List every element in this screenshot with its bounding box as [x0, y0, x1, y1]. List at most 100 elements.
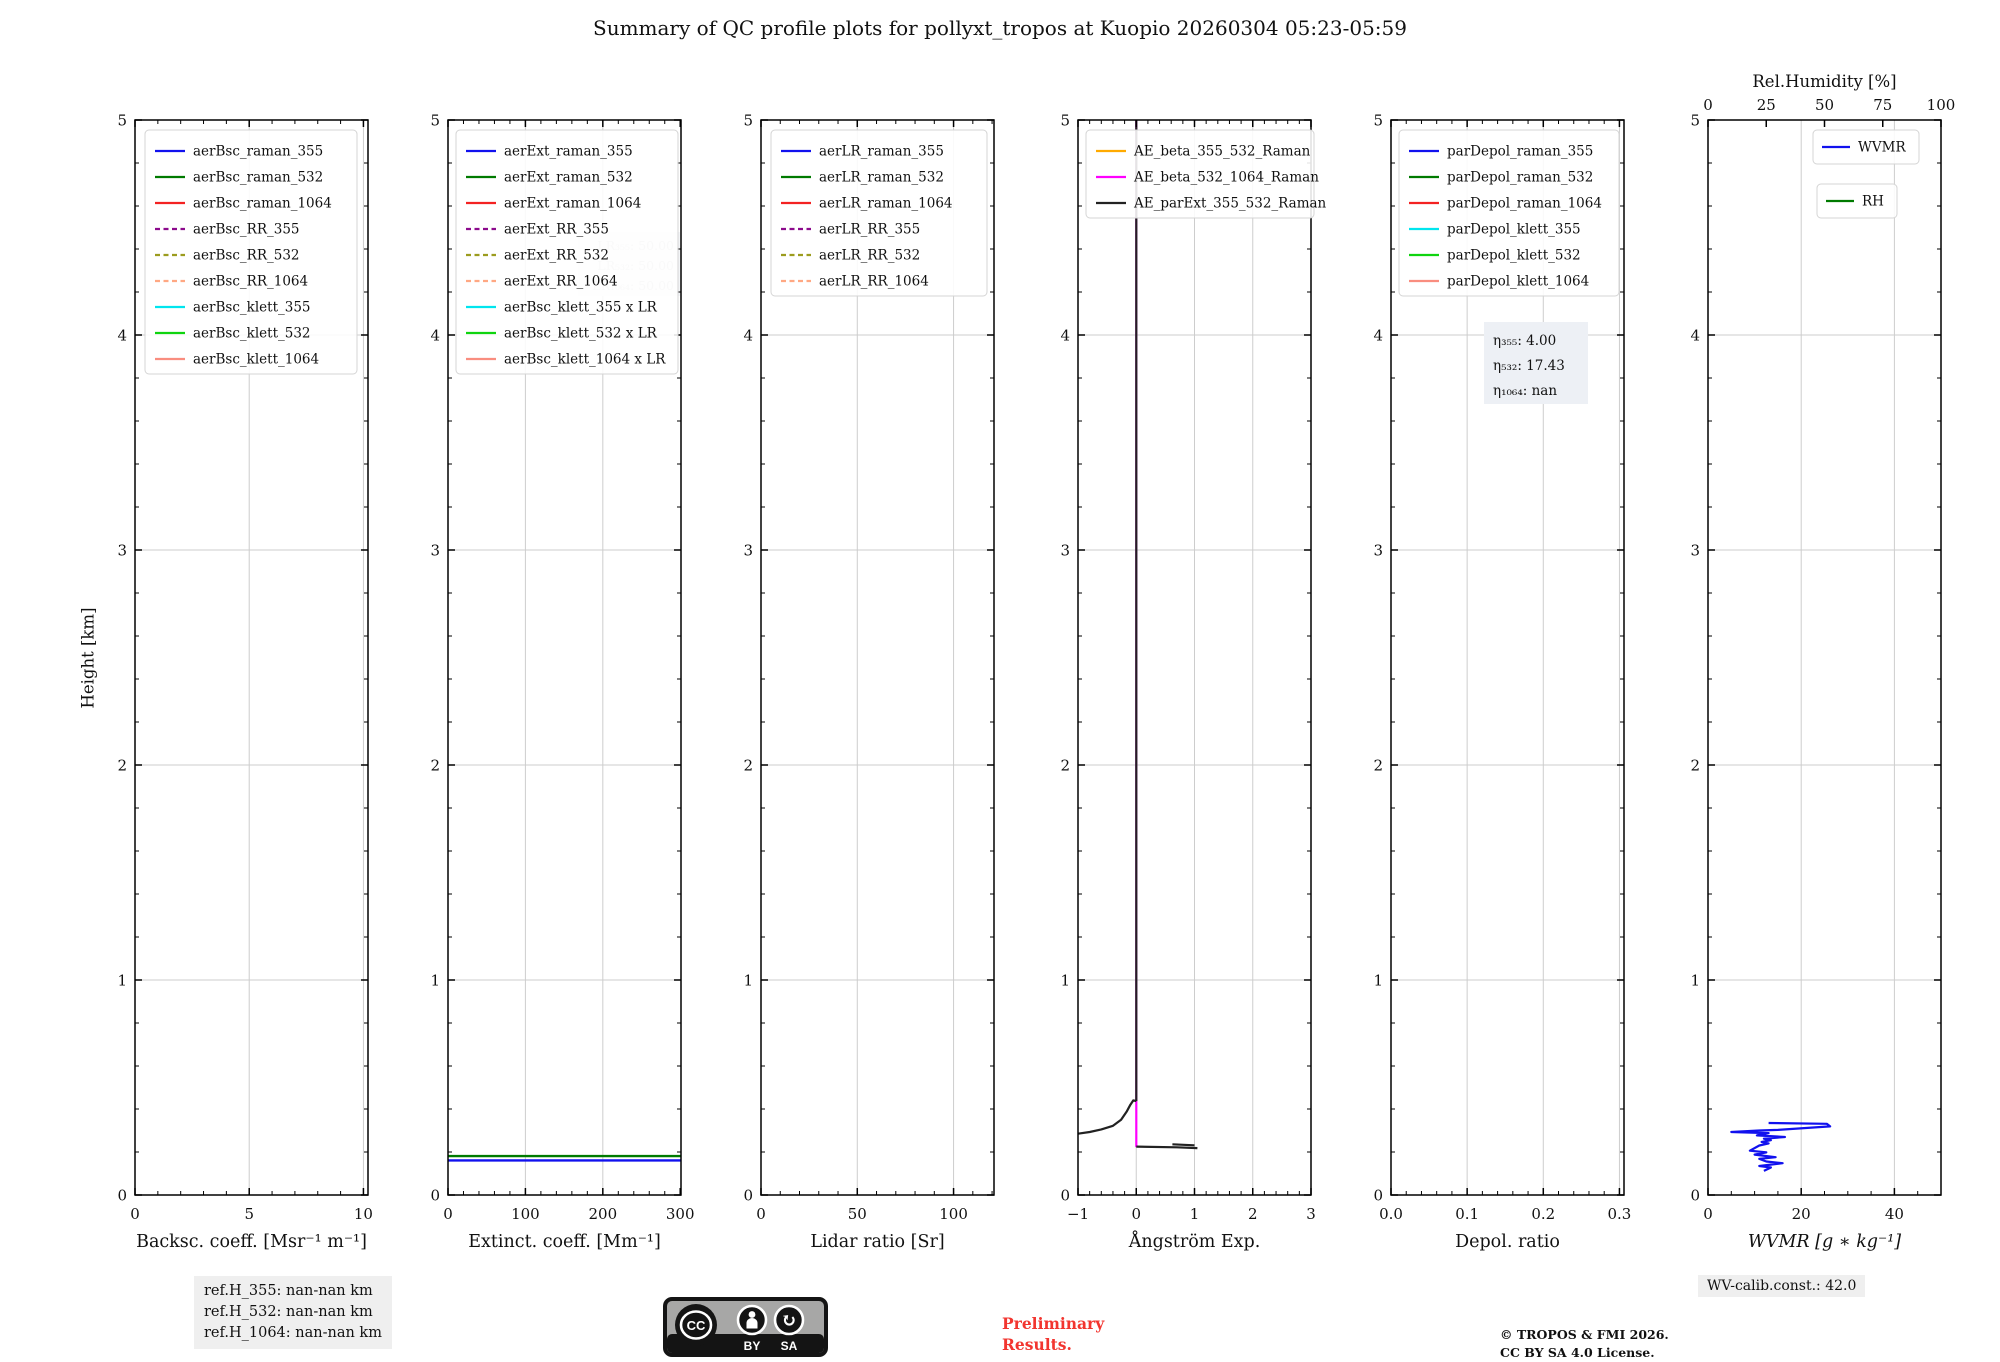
- svg-text:aerBsc_klett_532 x LR: aerBsc_klett_532 x LR: [504, 326, 658, 342]
- svg-text:aerBsc_RR_355: aerBsc_RR_355: [193, 222, 300, 238]
- svg-text:5: 5: [430, 111, 440, 129]
- svg-text:0.3: 0.3: [1608, 1205, 1632, 1223]
- svg-text:5: 5: [244, 1205, 254, 1223]
- ref-heights-box: ref.H_355: nan-nan km ref.H_532: nan-nan…: [194, 1276, 392, 1349]
- cc-by-label: BY: [744, 1339, 761, 1353]
- svg-text:aerExt_RR_1064: aerExt_RR_1064: [504, 274, 618, 290]
- svg-text:aerBsc_RR_1064: aerBsc_RR_1064: [193, 274, 308, 290]
- svg-text:aerExt_raman_355: aerExt_raman_355: [504, 144, 633, 160]
- svg-text:100: 100: [511, 1205, 540, 1223]
- cc-sa-icon: ↻: [773, 1304, 805, 1336]
- svg-text:1: 1: [743, 971, 753, 989]
- svg-text:3: 3: [743, 541, 753, 559]
- svg-text:4: 4: [117, 326, 127, 344]
- legend-lidar-ratio: aerLR_raman_355 aerLR_raman_532 aerLR_rama…: [770, 129, 988, 297]
- svg-text:1: 1: [1373, 971, 1383, 989]
- legend-wvmr-RH: RH: [1816, 183, 1898, 219]
- legend-depol: parDepol_raman_355 parDepol_raman_532 parD…: [1398, 129, 1620, 297]
- svg-text:5: 5: [1690, 111, 1700, 129]
- series-AE_parExt_355_532_Raman_bump: [1172, 1143, 1195, 1147]
- cc-by-icon: [736, 1304, 768, 1336]
- copyright-line-1: © TROPOS & FMI 2026.: [1500, 1327, 1669, 1342]
- svg-text:5: 5: [1373, 111, 1383, 129]
- svg-text:aerLR_RR_532: aerLR_RR_532: [819, 248, 920, 264]
- svg-text:Rel.Humidity [%]: Rel.Humidity [%]: [1752, 72, 1896, 91]
- x-axis-label-backscatter: Backsc. coeff. [Msr⁻¹ m⁻¹]: [136, 1232, 367, 1252]
- cc-license-badge: CC ↻ BY SA: [663, 1297, 828, 1357]
- svg-text:2: 2: [1373, 756, 1383, 774]
- x-axis-label-lidar-ratio: Lidar ratio [Sr]: [810, 1232, 944, 1252]
- svg-text:10: 10: [354, 1205, 373, 1223]
- svg-text:300: 300: [666, 1205, 695, 1223]
- svg-text:2: 2: [117, 756, 127, 774]
- svg-text:1: 1: [1190, 1205, 1200, 1223]
- axes-frame: [1707, 119, 1942, 1196]
- axes-frame: [760, 119, 995, 1196]
- svg-text:aerLR_raman_355: aerLR_raman_355: [819, 144, 944, 160]
- svg-text:aerBsc_klett_532: aerBsc_klett_532: [193, 326, 311, 342]
- svg-text:0: 0: [743, 1186, 753, 1204]
- svg-text:aerBsc_klett_1064 x LR: aerBsc_klett_1064 x LR: [504, 352, 666, 368]
- top-axis-rel-humidity: Rel.Humidity [%] 0 25 50 75 100: [1703, 72, 1955, 127]
- svg-text:0: 0: [443, 1205, 453, 1223]
- preliminary-line-2: Results.: [1002, 1335, 1072, 1354]
- svg-text:2: 2: [430, 756, 440, 774]
- x-axis-label-extinction: Extinct. coeff. [Mm⁻¹]: [468, 1232, 661, 1252]
- svg-text:AE_beta_532_1064_Raman: AE_beta_532_1064_Raman: [1133, 170, 1319, 186]
- svg-text:RH: RH: [1862, 194, 1884, 210]
- legend-extinction: aerExt_raman_355 aerExt_raman_532 aerExt_r…: [455, 129, 679, 375]
- svg-text:0: 0: [1703, 1205, 1713, 1223]
- svg-text:5: 5: [1060, 111, 1070, 129]
- svg-text:↻: ↻: [781, 1310, 797, 1332]
- panel-lidar-ratio: 0 50 100 0 1 2 3 4 5 Lidar ratio [Sr] aerLR_raman_…: [743, 111, 995, 1252]
- x-axis-label-depol: Depol. ratio: [1455, 1232, 1560, 1252]
- svg-text:AE_parExt_355_532_Raman: AE_parExt_355_532_Raman: [1133, 196, 1327, 212]
- svg-text:2: 2: [1060, 756, 1070, 774]
- svg-text:75: 75: [1873, 96, 1892, 114]
- svg-text:parDepol_klett_355: parDepol_klett_355: [1447, 222, 1581, 238]
- panel-backscatter: 0 5 10 0 1 2 3 4 5 Backsc. coeff. [Msr⁻¹ m⁻¹] aerB…: [117, 111, 373, 1252]
- preliminary-results-note: Preliminary Results.: [1002, 1313, 1104, 1355]
- svg-text:3: 3: [1060, 541, 1070, 559]
- legend-angstroem: AE_beta_355_532_Raman AE_beta_532_1064_Ra…: [1085, 129, 1327, 219]
- svg-text:0: 0: [1690, 1186, 1700, 1204]
- svg-text:0.2: 0.2: [1531, 1205, 1555, 1223]
- svg-text:3: 3: [117, 541, 127, 559]
- ref-height-355: ref.H_355: nan-nan km: [204, 1283, 373, 1299]
- svg-text:aerLR_raman_532: aerLR_raman_532: [819, 170, 944, 186]
- axes-frame: [134, 119, 369, 1196]
- svg-text:AE_beta_355_532_Raman: AE_beta_355_532_Raman: [1133, 144, 1311, 160]
- svg-text:η₃₅₅: 4.00: η₃₅₅: 4.00: [1493, 333, 1556, 349]
- svg-text:0: 0: [130, 1205, 140, 1223]
- svg-text:3: 3: [430, 541, 440, 559]
- svg-text:aerBsc_klett_355: aerBsc_klett_355: [193, 300, 311, 316]
- svg-text:aerBsc_raman_532: aerBsc_raman_532: [193, 170, 323, 186]
- preliminary-line-1: Preliminary: [1002, 1314, 1105, 1333]
- svg-text:2: 2: [1690, 756, 1700, 774]
- svg-text:0: 0: [1060, 1186, 1070, 1204]
- svg-text:20: 20: [1792, 1205, 1811, 1223]
- copyright-line-2: CC BY SA 4.0 License.: [1500, 1345, 1655, 1360]
- axes-frame: [447, 119, 682, 1196]
- copyright-note: © TROPOS & FMI 2026. CC BY SA 4.0 Licens…: [1500, 1326, 1669, 1362]
- svg-text:0: 0: [1131, 1205, 1141, 1223]
- svg-text:200: 200: [588, 1205, 617, 1223]
- cc-sa-label: SA: [781, 1339, 798, 1353]
- svg-text:4: 4: [743, 326, 753, 344]
- svg-text:aerBsc_klett_1064: aerBsc_klett_1064: [193, 352, 319, 368]
- svg-text:parDepol_raman_1064: parDepol_raman_1064: [1447, 196, 1602, 212]
- svg-text:4: 4: [1690, 326, 1700, 344]
- svg-text:0: 0: [430, 1186, 440, 1204]
- svg-text:0: 0: [117, 1186, 127, 1204]
- x-axis-label-angstroem: Ångström Exp.: [1128, 1231, 1261, 1252]
- svg-text:4: 4: [430, 326, 440, 344]
- svg-text:aerExt_RR_355: aerExt_RR_355: [504, 222, 609, 238]
- svg-text:4: 4: [1060, 326, 1070, 344]
- svg-text:0: 0: [1373, 1186, 1383, 1204]
- legend-wvmr-WVMR: WVMR: [1812, 129, 1920, 165]
- svg-text:parDepol_raman_532: parDepol_raman_532: [1447, 170, 1593, 186]
- svg-text:25: 25: [1757, 96, 1776, 114]
- panel-extinction: LR₃₅₅: 50.00LR₅₃₂: 50.00LR₁₀₆₄: 50.00010…: [430, 111, 694, 1252]
- svg-text:η₁₀₆₄: nan: η₁₀₆₄: nan: [1493, 383, 1557, 399]
